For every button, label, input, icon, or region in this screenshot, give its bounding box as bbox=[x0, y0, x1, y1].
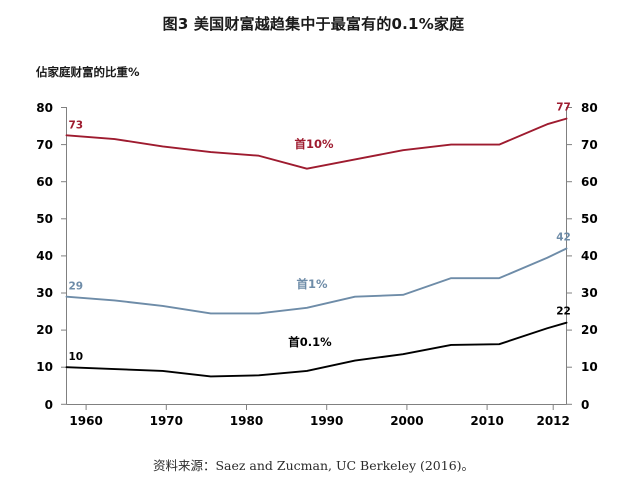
source-note: 资料来源：Saez and Zucman, UC Berkeley (2016)… bbox=[152, 458, 475, 473]
series-line-top10 bbox=[65, 117, 568, 170]
line-chart-plot: 80 70 60 50 40 30 20 10 0 80 70 60 50 40… bbox=[36, 101, 598, 428]
value-label-top10-end: 77 bbox=[556, 102, 571, 114]
y-axis-caption: 佔家庭财富的比重% bbox=[36, 65, 140, 79]
x-tick-label: 1990 bbox=[310, 414, 343, 428]
y-tick-label-right: 60 bbox=[581, 175, 598, 189]
y-axis-left-ticks bbox=[61, 107, 67, 405]
series-line-top01 bbox=[65, 321, 568, 378]
y-tick-label: 50 bbox=[36, 212, 53, 226]
y-axis-left-labels: 80 70 60 50 40 30 20 10 0 bbox=[36, 101, 53, 412]
y-tick-label: 40 bbox=[36, 249, 53, 263]
value-label-top01-start: 10 bbox=[69, 351, 84, 363]
series-annotation-top01: 首0.1% bbox=[288, 335, 332, 349]
value-label-top01-end: 22 bbox=[556, 306, 571, 318]
x-axis-labels: 1960 1970 1980 1990 2000 2010 2012 bbox=[69, 414, 570, 428]
value-label-top10-start: 73 bbox=[69, 119, 84, 131]
x-tick-label: 2012 bbox=[536, 414, 569, 428]
y-tick-label-right: 10 bbox=[581, 360, 598, 374]
y-tick-label: 60 bbox=[36, 175, 53, 189]
y-tick-label-right: 20 bbox=[581, 323, 598, 337]
page-title: 图3 美国财富越趋集中于最富有的0.1%家庭 bbox=[162, 15, 465, 33]
x-tick-label: 1980 bbox=[230, 414, 263, 428]
y-tick-label-right: 30 bbox=[581, 286, 598, 300]
series-annotation-top1: 首1% bbox=[296, 277, 328, 291]
x-tick-label: 2010 bbox=[470, 414, 503, 428]
x-tick-label: 1960 bbox=[69, 414, 102, 428]
y-tick-label-right: 80 bbox=[581, 101, 598, 115]
value-label-top1-start: 29 bbox=[69, 281, 84, 293]
y-tick-label: 20 bbox=[36, 323, 53, 337]
y-tick-label-right: 50 bbox=[581, 212, 598, 226]
x-tick-label: 2000 bbox=[390, 414, 423, 428]
x-axis-ticks bbox=[85, 404, 554, 410]
value-label-top1-end: 42 bbox=[556, 231, 571, 243]
y-axis-right-labels: 80 70 60 50 40 30 20 10 0 bbox=[581, 101, 598, 412]
series-annotation-top10: 首10% bbox=[294, 137, 334, 151]
y-tick-label: 0 bbox=[45, 398, 53, 412]
y-tick-label-right: 40 bbox=[581, 249, 598, 263]
x-tick-label: 1970 bbox=[150, 414, 183, 428]
y-tick-label-right: 70 bbox=[581, 138, 598, 152]
series-line-top1 bbox=[65, 247, 568, 315]
y-tick-label: 70 bbox=[36, 138, 53, 152]
y-tick-label: 30 bbox=[36, 286, 53, 300]
y-tick-label: 80 bbox=[36, 101, 53, 115]
y-tick-label-right: 0 bbox=[581, 398, 589, 412]
y-tick-label: 10 bbox=[36, 360, 53, 374]
y-axis-right-ticks bbox=[566, 107, 572, 405]
